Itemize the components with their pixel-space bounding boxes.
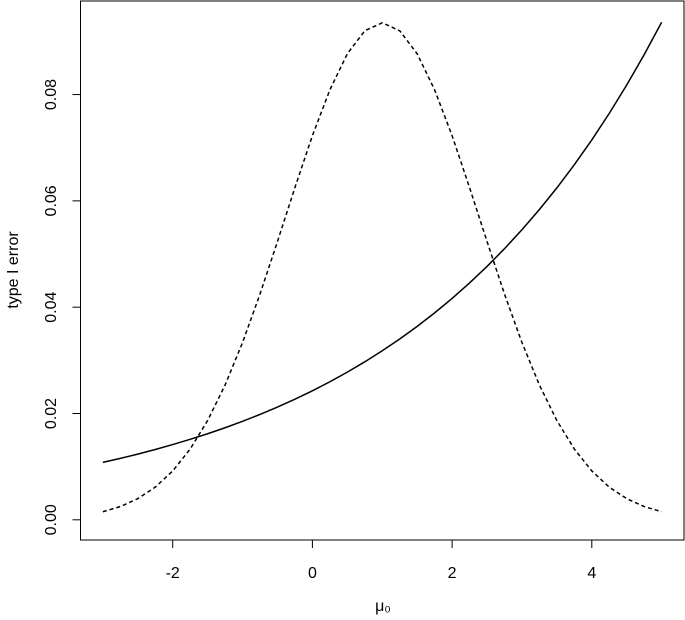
line-series: [102, 21, 662, 513]
y-tick-label: 0.00: [43, 504, 60, 535]
x-axis-label: μ₀: [375, 598, 391, 615]
line-series: [102, 21, 663, 464]
y-axis-label: type I error: [5, 231, 22, 309]
x-tick-label: 4: [587, 565, 596, 582]
plot-frame: [80, 0, 685, 541]
x-tick-label: 2: [448, 565, 457, 582]
y-tick-label: 0.06: [43, 185, 60, 216]
x-tick-label: 0: [308, 565, 317, 582]
y-tick-label: 0.04: [43, 292, 60, 323]
y-tick-label: 0.02: [43, 398, 60, 429]
y-tick-label: 0.08: [43, 79, 60, 110]
x-tick-label: -2: [166, 565, 180, 582]
